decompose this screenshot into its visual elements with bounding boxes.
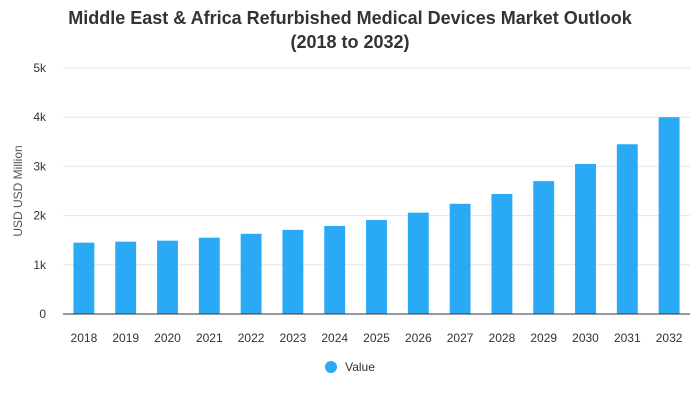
x-tick-label: 2029 [530,331,557,345]
y-tick-label: 0 [39,307,46,321]
bar-2025[interactable] [366,220,387,314]
x-tick-label: 2023 [280,331,307,345]
bar-2030[interactable] [575,163,596,314]
y-tick-label: 3k [33,159,47,173]
bar-2023[interactable] [282,229,304,314]
y-tick-label: 1k [33,258,47,272]
legend-swatch [325,361,338,373]
bar-2029[interactable] [533,181,555,314]
legend[interactable]: Value [0,360,700,374]
bar-2024[interactable] [324,225,346,314]
x-tick-label: 2030 [572,331,599,345]
y-tick-label: 5k [33,61,47,75]
bar-2026[interactable] [407,212,429,314]
y-tick-label: 2k [33,209,47,223]
chart-title-line-2: (2018 to 2032) [290,32,410,52]
bar-2022[interactable] [240,233,262,314]
legend-label: Value [345,360,375,374]
x-tick-label: 2032 [656,331,683,345]
x-tick-label: 2026 [405,331,432,345]
x-tick-label: 2020 [154,331,181,345]
y-tick-label: 4k [33,110,47,124]
bar-2021[interactable] [198,237,220,314]
bar-2020[interactable] [157,240,178,314]
x-tick-label: 2019 [112,331,139,345]
chart-title: Middle East & Africa Refurbished Medical… [0,6,700,54]
bar-2027[interactable] [449,203,471,314]
y-axis-title: USD USD Million [11,145,25,236]
x-tick-label: 2021 [196,331,223,345]
x-tick-label: 2018 [71,331,98,345]
bar-2032[interactable] [658,117,680,314]
x-tick-label: 2031 [614,331,641,345]
bar-2031[interactable] [616,144,638,314]
x-tick-label: 2024 [321,331,348,345]
x-tick-labels: 2018 2019 2020 2021 2022 2023 2024 2025 2026 2027… [71,331,683,345]
x-tick-label: 2028 [489,331,516,345]
x-tick-label: 2025 [363,331,390,345]
x-tick-label: 2027 [447,331,474,345]
bar-2028[interactable] [491,193,513,314]
bars [73,117,680,314]
x-tick-label: 2022 [238,331,265,345]
y-tick-labels: 0 1k 2k 3k 4k 5k [33,61,47,321]
bar-2018[interactable] [73,242,95,314]
chart-title-line-1: Middle East & Africa Refurbished Medical… [68,8,632,28]
bar-2019[interactable] [115,241,137,314]
